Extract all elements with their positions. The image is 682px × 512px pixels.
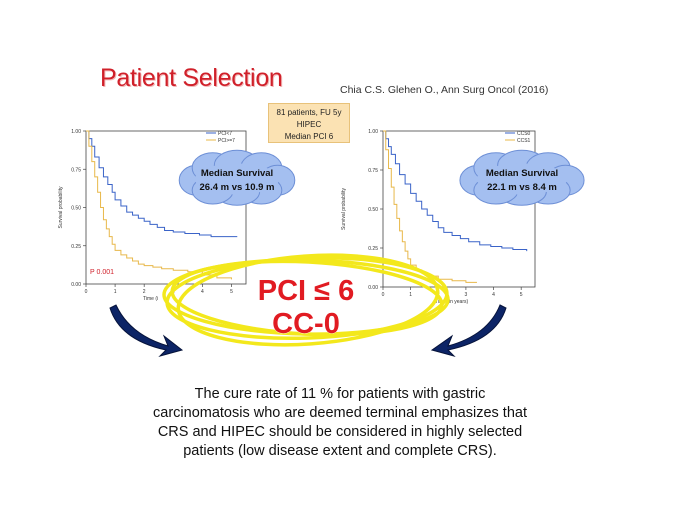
info-line: HIPEC (296, 120, 322, 129)
x-tick-label: 0 (382, 292, 385, 298)
x-axis-label: Time (in years) (435, 299, 468, 305)
conclusion-text: The cure rate of 11 % for patients with … (70, 385, 610, 461)
x-tick-label: 5 (230, 289, 233, 295)
series-line (86, 130, 232, 280)
y-tick-label: 0.50 (368, 207, 378, 213)
x-tick-label: 1 (409, 292, 412, 298)
callout-title: Median Survival (201, 168, 273, 179)
p-value-annotation: P 0.001 (90, 269, 114, 276)
citation: Chia C.S. Glehen O., Ann Surg Oncol (201… (340, 84, 549, 96)
y-tick-label: 1.00 (71, 129, 81, 135)
left-curved-arrow (109, 304, 184, 357)
cloud-body (194, 163, 280, 195)
x-tick-label: 4 (492, 292, 495, 298)
y-tick-label: 0.00 (71, 282, 81, 288)
info-line: 81 patients, FU 5y (276, 108, 342, 117)
y-tick-label: 0.25 (368, 246, 378, 252)
y-axis-label: Survival probability (58, 186, 64, 228)
y-tick-label: 0.50 (71, 206, 81, 212)
legend-entry: PCI<7 (218, 131, 232, 137)
x-tick-label: 3 (465, 292, 468, 298)
y-axis-label: Survival probability (341, 188, 347, 230)
series-line (383, 130, 528, 252)
legend-entry: CCS0 (517, 131, 531, 137)
info-line: Median PCI 6 (284, 132, 334, 141)
conclusion-line: carcinomatosis who are deemed terminal e… (153, 405, 527, 421)
callout-text: 26.4 m vs 10.9 m (200, 182, 275, 193)
study-info-box: 81 patients, FU 5y HIPEC Median PCI 6 (268, 103, 350, 143)
ring-stroke (162, 258, 450, 336)
legend-entry: PCI>=7 (218, 138, 235, 144)
highlight-cc: CC-0 (272, 308, 340, 340)
y-tick-label: 0.75 (368, 168, 378, 174)
conclusion-line: CRS and HIPEC should be considered in hi… (157, 424, 523, 440)
y-tick-label: 1.00 (368, 129, 378, 135)
x-tick-label: 0 (85, 289, 88, 295)
x-tick-label: 5 (520, 292, 523, 298)
y-tick-label: 0.75 (71, 167, 81, 173)
conclusion-line: patients (low disease extent and complet… (183, 443, 497, 459)
highlight-ring: PCI ≤ 6CC-0 (162, 253, 450, 347)
legend-entry: CCS1 (517, 138, 531, 144)
series-line (383, 130, 477, 283)
series-line (86, 130, 238, 238)
x-tick-label: 1 (114, 289, 117, 295)
x-tick-label: 2 (143, 289, 146, 295)
slide-title: Patient Selection (100, 64, 283, 92)
y-tick-label: 0.25 (71, 244, 81, 250)
callout-title: Median Survival (486, 168, 558, 179)
ring-stroke (176, 253, 440, 347)
right-curved-arrow (430, 304, 507, 357)
x-tick-label: 4 (201, 289, 204, 295)
highlight-pci: PCI ≤ 6 (258, 275, 355, 307)
y-tick-label: 0.00 (368, 285, 378, 291)
median-survival-cloud: Median Survival 26.4 m vs 10.9 m (178, 149, 296, 206)
x-axis-label: Time (i (143, 296, 158, 302)
callout-text: 22.1 m vs 8.4 m (487, 182, 557, 193)
cloud-body (476, 163, 568, 195)
median-survival-cloud: Median Survival 22.1 m vs 8.4 m (459, 149, 585, 206)
conclusion-line: The cure rate of 11 % for patients with … (194, 386, 486, 402)
